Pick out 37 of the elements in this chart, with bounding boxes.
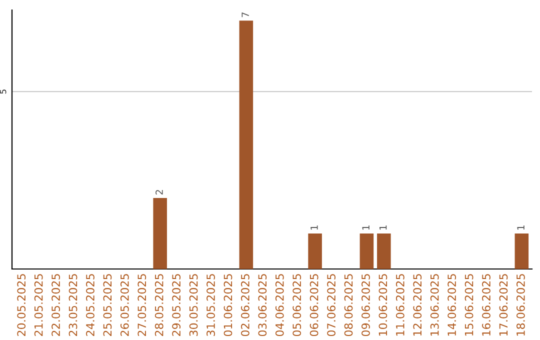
data-label: 1 [380, 225, 387, 230]
x-tick-label: 08.06.2025 [344, 274, 353, 336]
x-tick-label: 23.05.2025 [68, 274, 78, 336]
x-tick-label: 02.06.2025 [240, 274, 250, 336]
x-tick-label: 17.06.2025 [499, 274, 508, 336]
x-tick-label: 16.06.2025 [482, 274, 490, 336]
x-tick-label: 01.06.2025 [224, 274, 232, 336]
x-tick-label: 25.05.2025 [103, 274, 112, 336]
x-tick-label: 20.05.2025 [17, 274, 26, 336]
x-tick-label: 29.05.2025 [172, 274, 181, 336]
x-tick-label: 21.05.2025 [34, 274, 43, 336]
x-tick-label: 27.05.2025 [138, 274, 146, 336]
x-tick-label: 13.06.2025 [430, 274, 439, 336]
data-label: 1 [310, 225, 318, 230]
x-tick-label: 11.06.2025 [396, 274, 404, 336]
x-tick-label: 05.06.2025 [292, 274, 302, 336]
y-tick-label: 5 [0, 90, 6, 94]
data-label: 1 [362, 225, 370, 230]
x-tick-label: 10.06.2025 [378, 274, 388, 336]
x-tick-label: 26.05.2025 [120, 274, 129, 336]
x-tick-label: 28.05.2025 [154, 274, 164, 336]
data-label: 7 [242, 12, 249, 18]
x-tick-label: 24.05.2025 [86, 274, 94, 336]
x-tick-label: 12.06.2025 [413, 274, 422, 336]
data-label: 2 [156, 190, 163, 195]
x-tick-label: 30.05.2025 [189, 274, 198, 336]
x-tick-label: 22.05.2025 [52, 274, 60, 336]
x-tick-label: 14.06.2025 [448, 274, 456, 336]
data-label: 1 [517, 225, 524, 230]
x-tick-label: 03.06.2025 [258, 274, 267, 336]
x-tick-label: 31.05.2025 [206, 274, 215, 336]
x-tick-label: 07.06.2025 [327, 274, 336, 336]
x-tick-label: 04.06.2025 [275, 274, 284, 336]
x-tick-label: 15.06.2025 [464, 274, 474, 336]
x-tick-label: 09.06.2025 [362, 274, 370, 336]
x-tick-label: 06.06.2025 [310, 274, 318, 336]
x-tick-label: 18.06.2025 [516, 274, 525, 336]
